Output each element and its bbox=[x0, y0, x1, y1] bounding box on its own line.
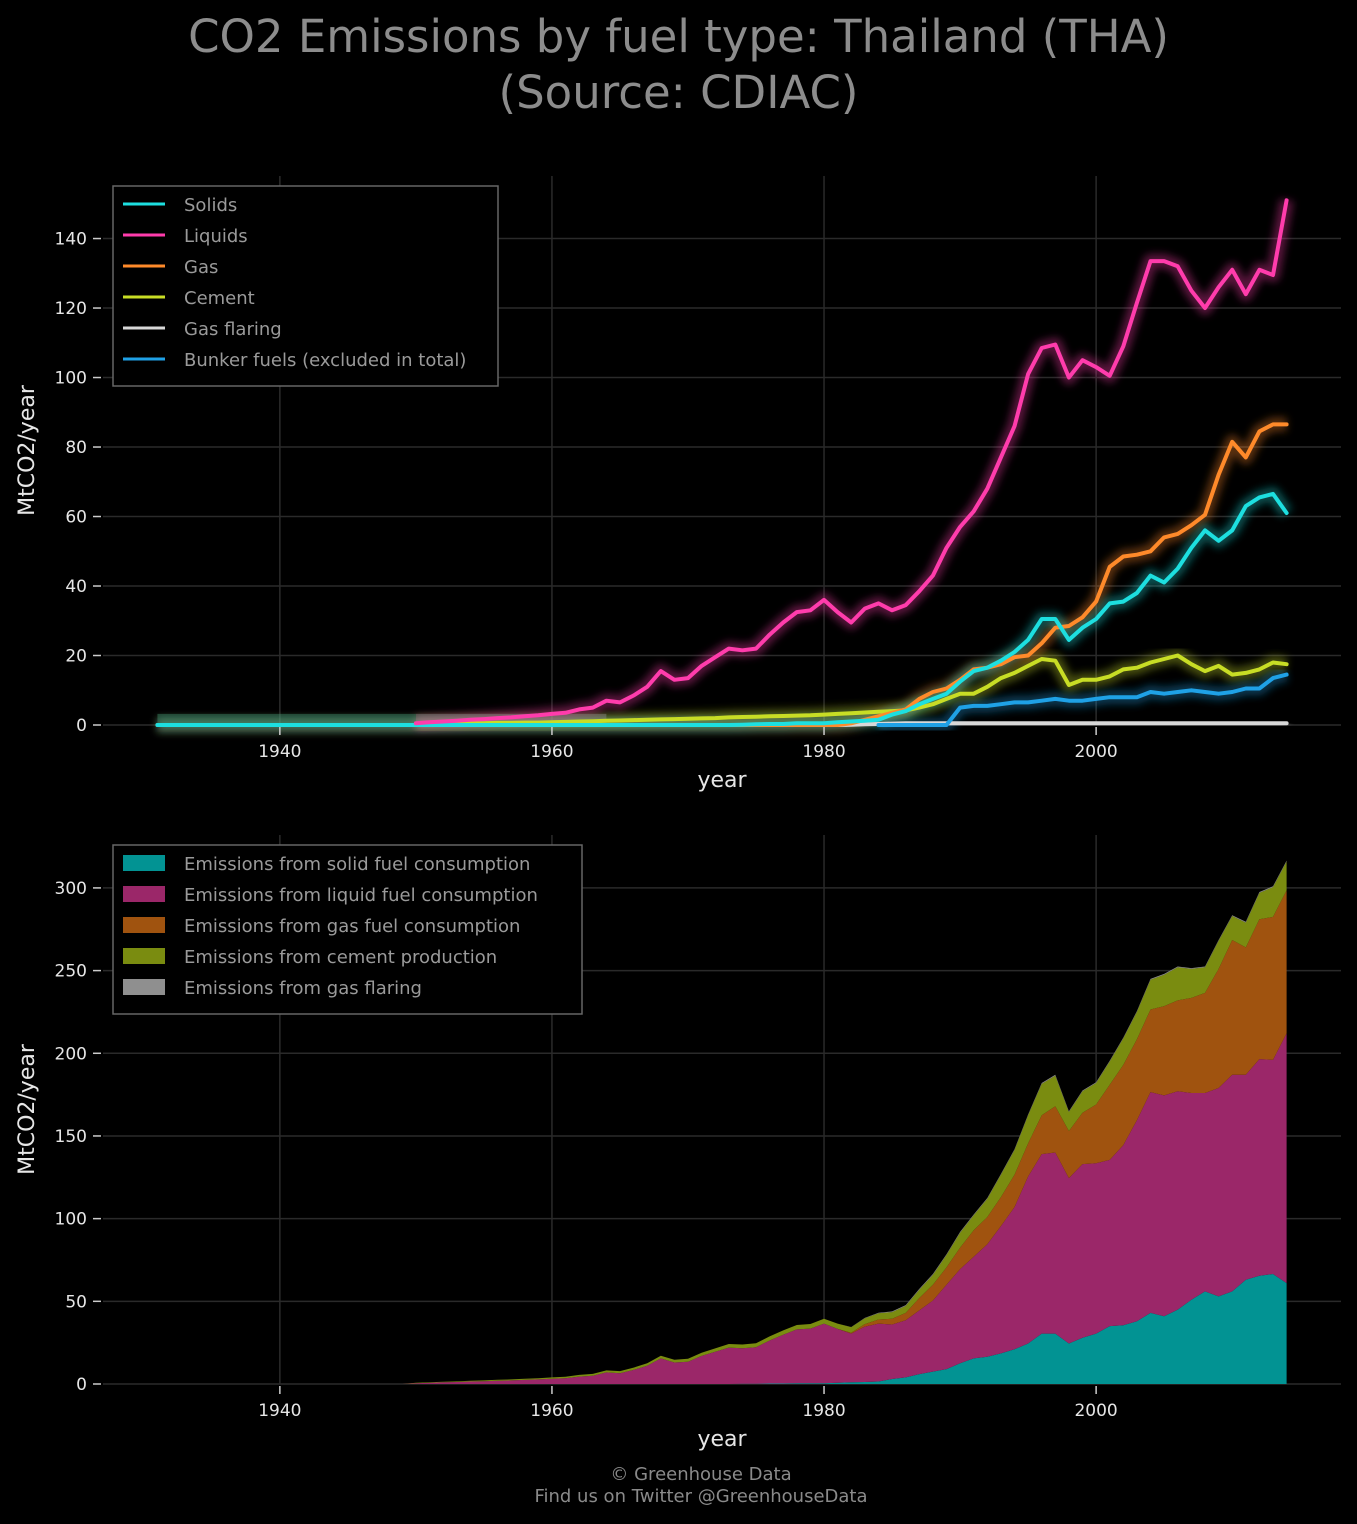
legend-label-emissions-from-liquid-fuel-consumption: Emissions from liquid fuel consumption bbox=[184, 885, 538, 906]
legend-label-gas: Gas bbox=[184, 257, 218, 278]
y-tick-label: 250 bbox=[55, 962, 87, 982]
y-tick-label: 120 bbox=[55, 299, 87, 319]
line-chart: 0 20 40 60 80 100 120 140 1940 1960 1980 2000 year Mt… bbox=[15, 176, 1341, 793]
legend-label-emissions-from-gas-flaring: Emissions from gas flaring bbox=[184, 978, 422, 999]
early-series-band-2 bbox=[415, 713, 607, 725]
y-tick-label: 100 bbox=[55, 1210, 87, 1230]
y-axis-label: MtCO2/year bbox=[15, 384, 40, 516]
line-liquids bbox=[413, 198, 1289, 726]
chart-title: CO2 Emissions by fuel type: Thailand (TH… bbox=[188, 10, 1169, 63]
y-tick-label: 150 bbox=[55, 1127, 87, 1147]
footer-copyright: © Greenhouse Data bbox=[610, 1464, 792, 1485]
line-cement bbox=[413, 653, 1289, 726]
x-axis-label: year bbox=[697, 1427, 747, 1452]
line-bunker-fuels-excluded-in-total bbox=[876, 672, 1289, 727]
legend-label-bunker-fuels-excluded-in-total: Bunker fuels (excluded in total) bbox=[184, 350, 466, 371]
x-tick-label: 2000 bbox=[1074, 1401, 1117, 1421]
y-tick-label: 0 bbox=[76, 716, 87, 736]
legend-swatch bbox=[123, 855, 165, 871]
y-tick-label: 60 bbox=[65, 508, 87, 528]
x-axis-label: year bbox=[697, 768, 747, 793]
legend-label-solids: Solids bbox=[184, 195, 237, 216]
y-axis-label: MtCO2/year bbox=[15, 1043, 40, 1175]
y-tick-label: 20 bbox=[65, 647, 87, 667]
legend-swatch bbox=[123, 979, 165, 995]
line-solids bbox=[155, 491, 1289, 727]
y-tick-label: 300 bbox=[55, 879, 87, 899]
legend-box bbox=[112, 185, 499, 387]
area-series bbox=[157, 860, 1287, 1384]
x-tick-label: 2000 bbox=[1074, 742, 1117, 762]
x-tick-label: 1960 bbox=[530, 1401, 573, 1421]
early-series-band bbox=[157, 713, 416, 725]
y-tick-label: 40 bbox=[65, 577, 87, 597]
legend-label-liquids: Liquids bbox=[184, 226, 248, 247]
chart-subtitle: (Source: CDIAC) bbox=[498, 66, 859, 119]
legend-label-emissions-from-gas-fuel-consumption: Emissions from gas fuel consumption bbox=[184, 916, 520, 937]
x-tick-label: 1940 bbox=[258, 1401, 301, 1421]
area-solids bbox=[157, 1274, 1287, 1384]
legend-label-gas-flaring: Gas flaring bbox=[184, 319, 282, 340]
legend-box bbox=[112, 844, 583, 1015]
legend-label-cement: Cement bbox=[184, 288, 255, 309]
legend-label-emissions-from-solid-fuel-consumption: Emissions from solid fuel consumption bbox=[184, 854, 530, 875]
legend-swatch bbox=[123, 886, 165, 902]
y-tick-label: 0 bbox=[76, 1375, 87, 1395]
x-tick-label: 1980 bbox=[802, 1401, 845, 1421]
x-tick-label: 1940 bbox=[258, 742, 301, 762]
legend: Emissions from solid fuel consumption Emi… bbox=[112, 844, 583, 1015]
y-tick-label: 140 bbox=[55, 230, 87, 250]
axes: 0 20 40 60 80 100 120 140 1940 1960 1980 2000 year Mt… bbox=[15, 230, 1118, 793]
area-gas bbox=[157, 890, 1287, 1384]
x-tick-label: 1980 bbox=[802, 742, 845, 762]
x-tick-label: 1960 bbox=[530, 742, 573, 762]
area-liquids bbox=[157, 1033, 1287, 1384]
legend-label-emissions-from-cement-production: Emissions from cement production bbox=[184, 947, 497, 968]
legend-swatch bbox=[123, 917, 165, 933]
stacked-area-chart: 0 50 100 150 200 250 300 1940 1960 1980 2000 year Mt… bbox=[15, 835, 1341, 1452]
legend: Solids Liquids Gas Cement Gas flaring Bunker … bbox=[112, 185, 499, 387]
y-tick-label: 80 bbox=[65, 438, 87, 458]
line-series bbox=[155, 198, 1289, 727]
legend-swatch bbox=[123, 948, 165, 964]
y-tick-label: 100 bbox=[55, 369, 87, 389]
axes: 0 50 100 150 200 250 300 1940 1960 1980 2000 year Mt… bbox=[15, 879, 1118, 1452]
y-tick-label: 200 bbox=[55, 1044, 87, 1064]
footer-twitter: Find us on Twitter @GreenhouseData bbox=[534, 1486, 868, 1507]
y-tick-label: 50 bbox=[65, 1292, 87, 1312]
